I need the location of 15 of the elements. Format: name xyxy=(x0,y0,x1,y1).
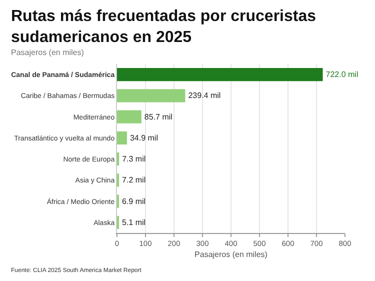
x-axis-title: Pasajeros (en miles) xyxy=(194,250,268,260)
data-label: 6.9 mil xyxy=(122,196,146,206)
chart-title: Rutas más frecuentadas por cruceristas sudamericanos en 2025 xyxy=(11,8,316,46)
data-label: 239.4 mil xyxy=(188,91,221,100)
text: Pasajeros (en miles) xyxy=(11,48,84,57)
data-label: 7.2 mil xyxy=(122,176,146,185)
bar xyxy=(117,110,142,124)
data-label: 5.1 mil xyxy=(122,218,146,227)
bar xyxy=(117,131,127,144)
data-label: 85.7 mil xyxy=(144,112,173,122)
bar xyxy=(117,89,186,102)
data-label: 34.9 mil xyxy=(130,133,158,142)
data-label: 7.3 mil xyxy=(122,154,146,164)
data-label: 722.0 mil xyxy=(326,70,358,80)
bar xyxy=(117,68,323,82)
